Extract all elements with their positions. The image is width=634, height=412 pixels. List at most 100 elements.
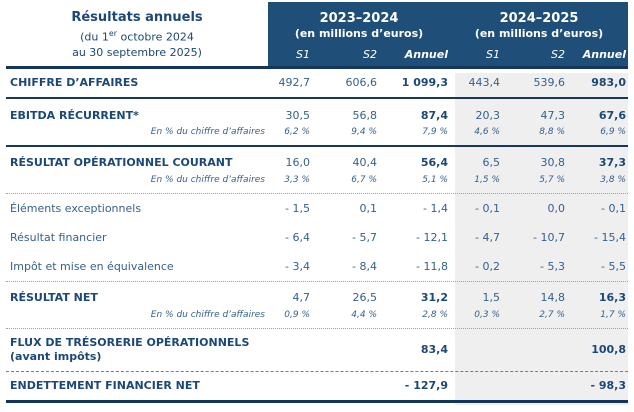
row-resultat-net-percent-revenue: En % du chiffre d’affaires 0,9 % 4,4 % 2… [6,308,628,329]
value-s1-fy2024: 16,0 [285,156,311,169]
year-group-2023-2024: 2023–2024 (en millions d’euros) [268,10,450,41]
results-table: Résultats annuels (du 1er octobre 2024 a… [6,2,628,405]
value-annual-fy2024: 7,9 % [422,127,448,137]
row-endettement-financier-net: ENDETTEMENT FINANCIER NET - 127,9 - 98,3 [6,372,628,403]
value-annual-fy2024: 1 099,3 [401,76,448,89]
value-annual-fy2025: 37,3 [598,156,626,169]
value-annual-fy2025: 6,9 % [600,127,626,137]
col-header-s2-fy2025: S2 [551,48,565,61]
header-left-panel: Résultats annuels (du 1er octobre 2024 a… [6,2,268,66]
value-annual-fy2024: - 12,1 [416,231,448,244]
value-annual-fy2025: 16,3 [598,291,626,304]
value-annual-fy2025: - 15,4 [594,231,626,244]
period-line-2: au 30 septembre 2025) [72,45,202,59]
group-year: 2024–2025 [499,11,579,26]
value-annual-fy2025: - 98,3 [590,379,626,392]
period-line-1-post: octobre 2024 [117,30,194,44]
value-s2-fy2025: - 5,3 [540,260,565,273]
value-annual-fy2025: 100,8 [591,343,626,356]
period-ordinal: er [108,29,118,38]
value-s1-fy2025: - 4,7 [475,231,500,244]
value-s1-fy2024: 30,5 [285,109,311,122]
value-s1-fy2025: 443,4 [468,76,501,89]
value-s2-fy2024: - 8,4 [352,260,377,273]
row-ebitda-percent-revenue: En % du chiffre d’affaires 6,2 % 9,4 % 7… [6,125,628,147]
value-s1-fy2025: 1,5 % [474,175,500,185]
col-header-annual-fy2024: Annuel [404,48,448,61]
highlight-column-2024-2025 [455,73,628,405]
row-resultat-net: RÉSULTAT NET 4,7 26,5 31,2 1,5 14,8 16,3 [6,282,628,308]
value-s1-fy2025: 20,3 [475,109,501,122]
col-header-annual-fy2025: Annuel [582,48,626,61]
value-s1-fy2025: - 0,1 [475,202,500,215]
group-unit: (en millions d’euros) [294,27,424,40]
value-annual-fy2024: 2,8 % [422,310,448,320]
value-s1-fy2025: - 0,2 [475,260,500,273]
row-label: RÉSULTAT OPÉRATIONNEL COURANT [10,156,233,169]
table-header: Résultats annuels (du 1er octobre 2024 a… [6,2,628,69]
value-s2-fy2025: 2,7 % [539,310,565,320]
value-annual-fy2024: - 1,4 [423,202,448,215]
row-label-line-2: (avant impôts) [10,350,102,363]
value-s2-fy2024: 6,7 % [351,175,377,185]
value-s2-fy2024: 40,4 [352,156,378,169]
value-annual-fy2025: 1,7 % [600,310,626,320]
row-label: EBITDA RÉCURRENT* [10,109,139,122]
value-annual-fy2024: 5,1 % [422,175,448,185]
row-elements-exceptionnels: Éléments exceptionnels - 1,5 0,1 - 1,4 -… [6,194,628,223]
group-year: 2023–2024 [319,11,399,26]
year-group-2024-2025: 2024–2025 (en millions d’euros) [450,10,628,41]
year-groups: 2023–2024 (en millions d’euros) 2024–202… [268,10,628,41]
row-label: Impôt et mise en équivalence [10,260,174,273]
value-s1-fy2024: - 6,4 [285,231,310,244]
row-label: Éléments exceptionnels [10,202,142,215]
value-annual-fy2024: 31,2 [420,291,448,304]
value-s2-fy2024: 26,5 [352,291,378,304]
row-label: ENDETTEMENT FINANCIER NET [10,379,200,392]
value-annual-fy2025: 983,0 [591,76,626,89]
row-label: Résultat financier [10,231,107,244]
value-s1-fy2024: 6,2 % [284,127,310,137]
value-s2-fy2025: 8,8 % [539,127,565,137]
value-annual-fy2024: 83,4 [420,343,448,356]
row-impot-mise-en-equivalence: Impôt et mise en équivalence - 3,4 - 8,4… [6,252,628,282]
value-annual-fy2024: - 127,9 [404,379,448,392]
value-s1-fy2025: 6,5 [482,156,501,169]
value-s1-fy2025: 0,3 % [474,310,500,320]
value-annual-fy2024: 56,4 [420,156,448,169]
value-s2-fy2025: 14,8 [540,291,566,304]
value-s1-fy2025: 1,5 [482,291,501,304]
value-annual-fy2025: - 0,1 [601,202,626,215]
value-s1-fy2024: 3,3 % [284,175,310,185]
value-annual-fy2025: - 5,5 [601,260,626,273]
value-s2-fy2024: 606,6 [345,76,378,89]
row-label: RÉSULTAT NET [10,291,98,304]
value-s1-fy2024: 4,7 [292,291,311,304]
group-unit: (en millions d’euros) [474,27,604,40]
value-annual-fy2024: 87,4 [420,109,448,122]
value-s1-fy2024: - 1,5 [285,202,310,215]
period-line-1-pre: (du 1 [80,30,109,44]
value-s2-fy2024: 9,4 % [351,127,377,137]
header-band: 2023–2024 (en millions d’euros) 2024–202… [268,2,628,66]
row-label: CHIFFRE D’AFFAIRES [10,76,139,89]
value-s2-fy2024: - 5,7 [352,231,377,244]
value-s2-fy2024: 0,1 [359,202,378,215]
value-s1-fy2025: 4,6 % [474,127,500,137]
row-flux-tresorerie-operationnels: FLUX DE TRÉSORERIE OPÉRATIONNELS (avant … [6,329,628,372]
value-s2-fy2025: 0,0 [547,202,566,215]
value-annual-fy2025: 67,6 [598,109,626,122]
value-s2-fy2025: 539,6 [533,76,566,89]
period-line-1: (du 1er octobre 2024 [12,26,262,45]
value-s2-fy2025: 5,7 % [539,175,565,185]
row-chiffre-daffaires: CHIFFRE D’AFFAIRES 492,7 606,6 1 099,3 4… [6,69,628,99]
row-roc-percent-revenue: En % du chiffre d’affaires 3,3 % 6,7 % 5… [6,173,628,194]
value-s2-fy2025: - 10,7 [533,231,565,244]
value-annual-fy2024: - 11,8 [416,260,448,273]
row-ebitda-recurrent: EBITDA RÉCURRENT* 30,5 56,8 87,4 20,3 47… [6,99,628,125]
col-header-s2-fy2024: S2 [363,48,377,61]
row-resultat-operationnel-courant: RÉSULTAT OPÉRATIONNEL COURANT 16,0 40,4 … [6,147,628,173]
row-resultat-financier: Résultat financier - 6,4 - 5,7 - 12,1 - … [6,223,628,252]
row-label: En % du chiffre d’affaires [150,175,265,185]
value-s2-fy2025: 30,8 [540,156,566,169]
